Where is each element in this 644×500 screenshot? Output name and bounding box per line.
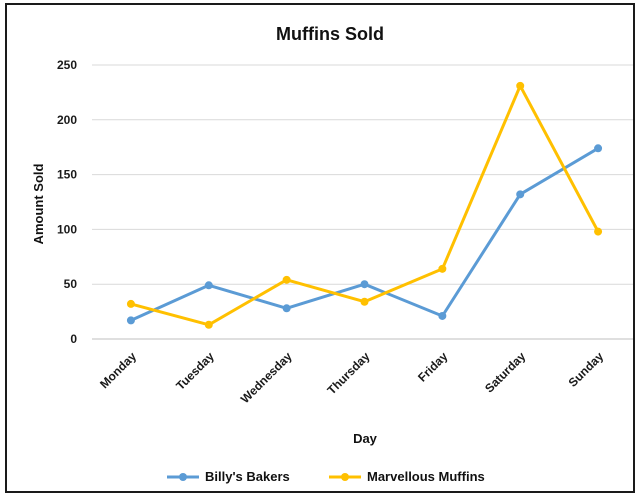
legend: Billy's Bakers Marvellous Muffins — [167, 469, 485, 484]
legend-label: Billy's Bakers — [205, 469, 290, 484]
x-tick-label: Wednesday — [238, 349, 295, 406]
data-point — [204, 281, 213, 290]
y-tick-label: 0 — [70, 332, 77, 346]
x-tick-label: Monday — [97, 349, 139, 391]
data-point — [126, 299, 135, 308]
series-lines — [126, 81, 603, 329]
x-tick-label: Saturday — [482, 349, 528, 395]
y-tick-label: 150 — [57, 168, 77, 182]
data-point — [360, 297, 369, 306]
chart-title: Muffins Sold — [276, 24, 384, 44]
legend-label: Marvellous Muffins — [367, 469, 485, 484]
data-point — [282, 304, 291, 313]
line-chart: Muffins Sold 0 50 100 150 200 250 Monday Tuesd… — [31, 24, 633, 484]
series-1 — [126, 144, 603, 325]
data-point — [438, 264, 447, 273]
data-point — [360, 280, 369, 289]
data-point — [516, 81, 525, 90]
x-tick-label: Friday — [415, 349, 451, 385]
x-tick-label: Thursday — [325, 349, 373, 397]
gridlines — [92, 64, 633, 340]
data-point — [594, 144, 603, 153]
y-tick-label: 250 — [57, 58, 77, 72]
legend-item: Marvellous Muffins — [329, 469, 485, 484]
y-tick-label: 100 — [57, 222, 77, 236]
y-axis-title: Amount Sold — [31, 164, 46, 245]
x-axis-title: Day — [353, 431, 378, 446]
x-axis-tick-labels: Monday Tuesday Wednesday Thursday Friday Satu… — [97, 349, 606, 406]
legend-item: Billy's Bakers — [167, 469, 290, 484]
data-point — [204, 320, 213, 329]
data-point — [594, 227, 603, 236]
data-point — [126, 316, 135, 325]
y-axis-tick-labels: 0 50 100 150 200 250 — [57, 58, 77, 346]
data-point — [516, 190, 525, 199]
legend-marker — [341, 473, 349, 481]
series-2 — [126, 81, 603, 329]
chart-frame: Muffins Sold 0 50 100 150 200 250 Monday Tuesd… — [5, 3, 635, 493]
x-tick-label: Tuesday — [173, 349, 217, 393]
y-tick-label: 50 — [64, 277, 78, 291]
y-tick-label: 200 — [57, 113, 77, 127]
data-point — [282, 275, 291, 284]
x-tick-label: Sunday — [566, 349, 607, 390]
data-point — [438, 311, 447, 320]
legend-marker — [179, 473, 187, 481]
